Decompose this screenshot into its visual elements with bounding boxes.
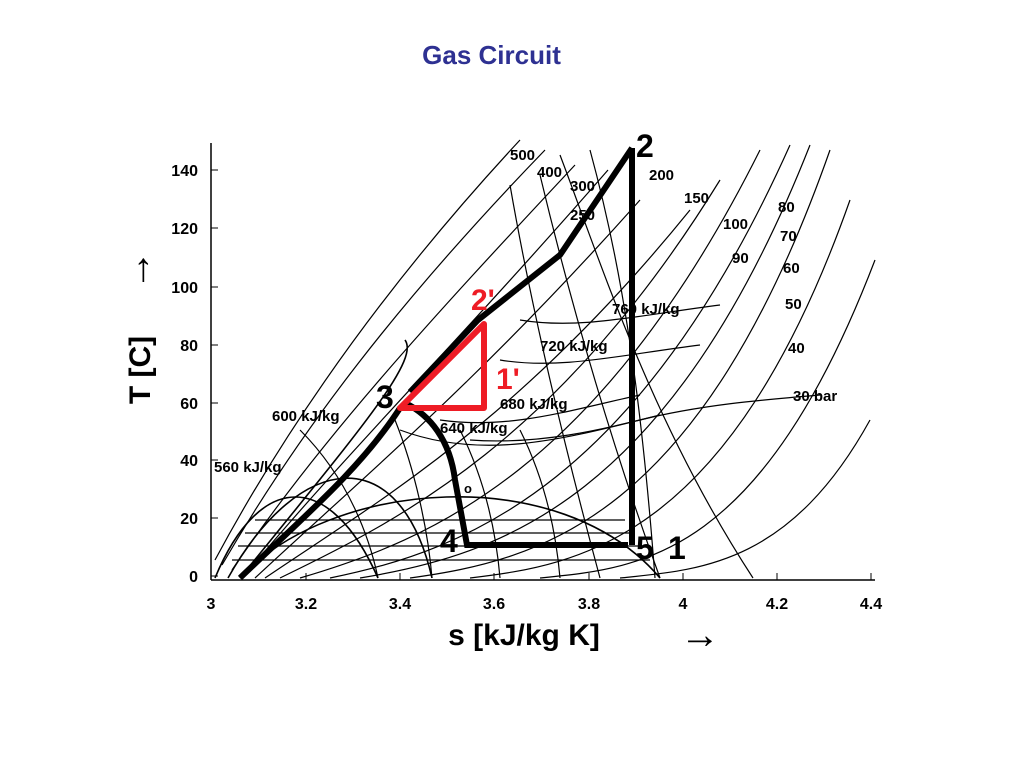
pressure-label: 400 (537, 164, 562, 181)
x-tick-label: 3.2 (295, 596, 317, 613)
state-label-5: 5 (636, 530, 654, 566)
pressure-label: 500 (510, 147, 535, 164)
red-label-1-prime: 1' (496, 363, 520, 396)
pressure-label: 60 (783, 260, 800, 277)
pressure-label: 300 (570, 178, 595, 195)
pressure-label: 30 bar (793, 388, 837, 405)
x-tick-label: 3.8 (578, 596, 600, 613)
state-label-2: 2 (636, 128, 654, 164)
x-tick-label: 4.4 (860, 596, 882, 613)
y-tick-label: 60 (180, 396, 198, 413)
pressure-label: 80 (778, 199, 795, 216)
pressure-label: 50 (785, 296, 802, 313)
y-ticks (211, 169, 218, 577)
point-marker: o (464, 481, 472, 496)
state-label-3: 3 (376, 379, 394, 415)
y-tick-label: 40 (180, 453, 198, 470)
x-tick-label: 3.6 (483, 596, 505, 613)
y-tick-label: 0 (189, 569, 198, 586)
state-label-4: 4 (440, 523, 458, 559)
x-ticks (210, 573, 872, 580)
enthalpy-label: 760 kJ/kg (612, 301, 680, 318)
enthalpy-label: 600 kJ/kg (272, 408, 340, 425)
enthalpy-label: 720 kJ/kg (540, 338, 608, 355)
axes (210, 143, 875, 581)
y-tick-label: 120 (171, 221, 198, 238)
state-label-1: 1 (668, 530, 686, 566)
red-label-2-prime: 2' (471, 284, 495, 317)
x-tick-label: 3 (207, 596, 216, 613)
pressure-label: 200 (649, 167, 674, 184)
pressure-label: 70 (780, 228, 797, 245)
y-tick-label: 100 (171, 280, 198, 297)
red-cycle (397, 321, 487, 411)
y-tick-label: 20 (180, 511, 198, 528)
pressure-label: 250 (570, 207, 595, 224)
enthalpy-label: 640 kJ/kg (440, 420, 508, 437)
x-tick-label: 4 (679, 596, 688, 613)
x-axis-arrow: → (680, 613, 720, 657)
x-axis-title: s [kJ/kg K] (448, 619, 600, 652)
slide-title: Gas Circuit (422, 40, 561, 70)
y-tick-label: 140 (171, 163, 198, 180)
y-tick-label: 80 (180, 338, 198, 355)
enthalpy-label: 680 kJ/kg (500, 396, 568, 413)
pressure-label: 100 (723, 216, 748, 233)
enthalpy-label: 560 kJ/kg (214, 459, 282, 476)
x-tick-label: 3.4 (389, 596, 411, 613)
pressure-label: 90 (732, 250, 749, 267)
background-curves (214, 139, 876, 579)
pressure-label: 150 (684, 190, 709, 207)
pressure-label: 40 (788, 340, 805, 357)
y-axis-arrow: → (115, 250, 159, 290)
y-axis-title: T [C] (124, 336, 157, 404)
x-tick-label: 4.2 (766, 596, 788, 613)
